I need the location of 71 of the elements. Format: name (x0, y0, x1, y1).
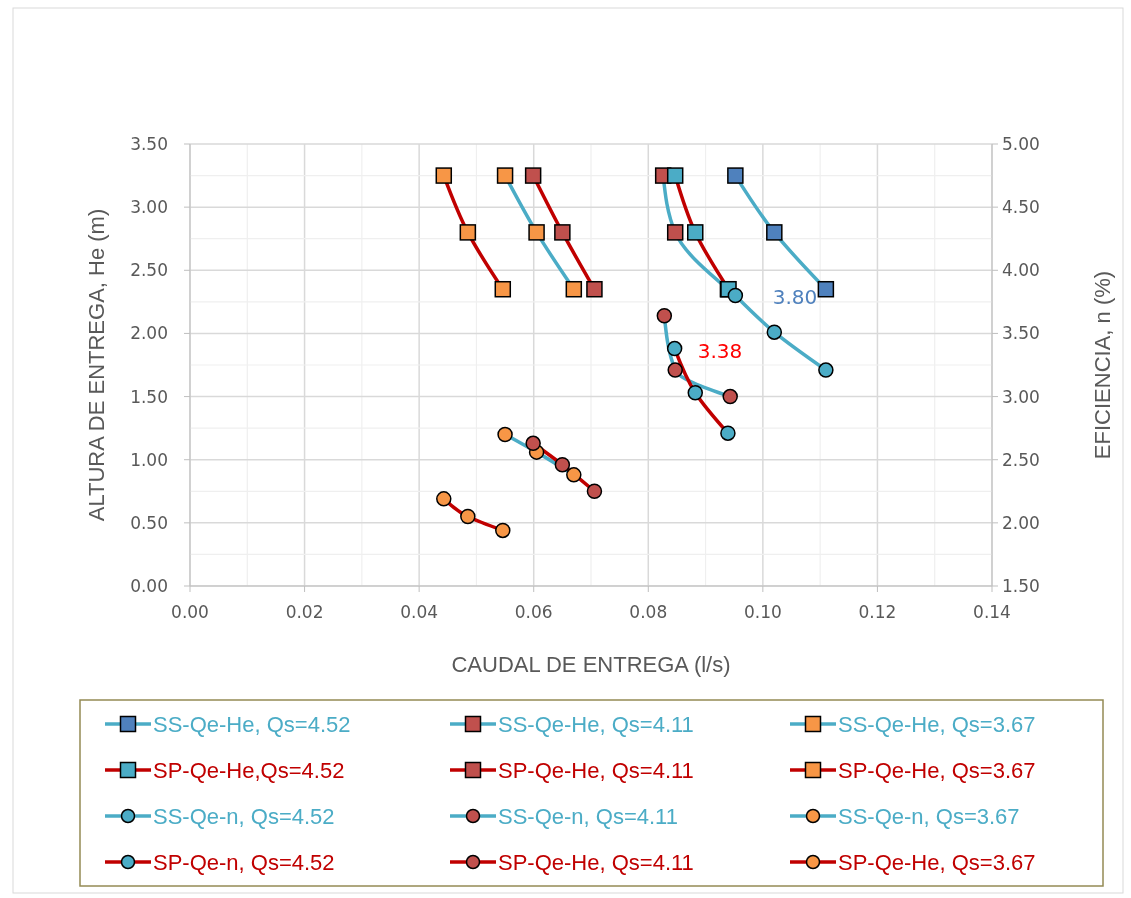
point (656, 308, 673, 324)
point (817, 280, 835, 298)
legend-label: SS-Qe-n, Qs=4.52 (153, 803, 335, 829)
point (565, 280, 583, 298)
legend-label: SP-Qe-He, Qs=4.11 (498, 849, 694, 875)
y2-tick-label: 2.00 (1002, 512, 1040, 533)
point (720, 425, 736, 441)
point (727, 287, 744, 304)
point (722, 388, 738, 405)
point (727, 167, 744, 184)
x-tick-label: 0.00 (171, 602, 209, 622)
x-tick-label: 0.10 (743, 602, 782, 622)
y-axis-title: ALTURA DE ENTREGA, He (m) (84, 208, 109, 522)
legend-label: SP-Qe-He,Qs=4.52 (153, 757, 345, 783)
x-tick-label: 0.04 (400, 602, 439, 622)
y-tick-label: 3.50 (130, 133, 168, 154)
point (497, 426, 513, 443)
point (435, 167, 453, 184)
point (766, 224, 783, 241)
legend-label: SP-Qe-He, Qs=4.11 (498, 757, 694, 783)
point (586, 280, 603, 298)
point (554, 224, 571, 241)
point (528, 224, 545, 241)
point (496, 167, 514, 184)
legend-label: SP-Qe-He, Qs=3.67 (838, 849, 1036, 875)
point (566, 467, 582, 483)
x-tick-label: 0.06 (514, 602, 553, 622)
x-axis-title: CAUDAL DE ENTREGA (l/s) (451, 652, 731, 677)
point (495, 522, 511, 539)
point (524, 167, 542, 184)
y2-tick-label: 4.00 (1002, 260, 1040, 281)
point (459, 224, 477, 241)
y-tick-label: 2.50 (130, 260, 168, 281)
x-tick-label: 0.14 (973, 602, 1011, 622)
point (818, 362, 834, 378)
y-tick-label: 0.50 (130, 512, 168, 533)
point (687, 385, 704, 401)
point (666, 224, 684, 241)
y2-tick-label: 1.50 (1002, 575, 1040, 596)
y2-tick-label: 3.00 (1002, 386, 1040, 407)
y-tick-label: 3.00 (130, 197, 168, 218)
point (666, 340, 683, 357)
y2-tick-label: 4.50 (1002, 197, 1040, 218)
legend-label: SS-Qe-n, Qs=3.67 (838, 803, 1020, 829)
point (436, 491, 452, 507)
point (666, 167, 684, 184)
legend-label: SS-Qe-He, Qs=3.67 (838, 711, 1036, 737)
x-tick-label: 0.08 (629, 602, 668, 622)
legend-label: SS-Qe-He, Qs=4.52 (153, 711, 351, 737)
point (766, 324, 783, 340)
point (525, 435, 541, 452)
x-tick-label: 0.12 (858, 602, 897, 622)
legend-label: SS-Qe-He, Qs=4.11 (498, 711, 694, 737)
y2-axis-title: EFICIENCIA, n (%) (1090, 270, 1115, 460)
annotation: 3.80 (772, 285, 818, 309)
y2-tick-label: 3.50 (1002, 323, 1040, 344)
legend-label: SP-Qe-He, Qs=3.67 (838, 757, 1036, 783)
y2-tick-label: 5.00 (1002, 133, 1040, 154)
annotation: 3.38 (697, 339, 743, 363)
y-tick-label: 2.00 (130, 323, 168, 344)
y2-tick-label: 2.50 (1002, 449, 1040, 470)
y-tick-label: 1.50 (130, 386, 168, 407)
legend-label: SS-Qe-n, Qs=4.11 (498, 803, 678, 829)
point (687, 224, 704, 241)
legend-label: SP-Qe-n, Qs=4.52 (153, 849, 335, 875)
y-tick-label: 1.00 (130, 449, 168, 470)
point (667, 362, 683, 378)
y-tick-label: 0.00 (130, 575, 168, 596)
point (586, 483, 603, 500)
point (494, 280, 512, 298)
x-tick-label: 0.02 (285, 602, 324, 622)
